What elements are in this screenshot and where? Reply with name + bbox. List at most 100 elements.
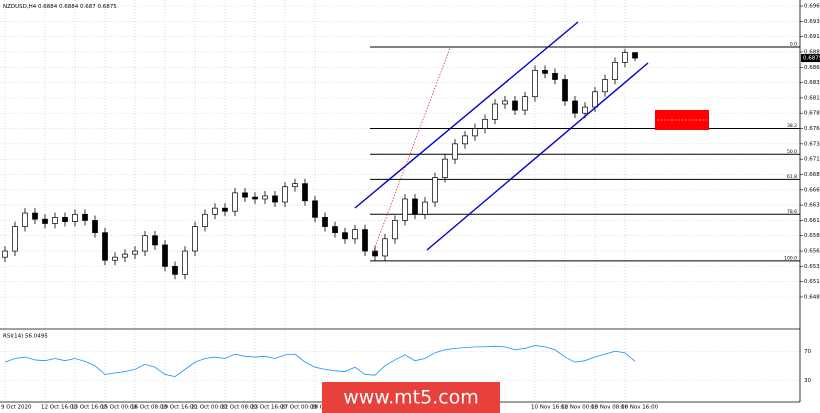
candle-body xyxy=(612,62,618,80)
y-tick-label: 0.6585 xyxy=(804,233,820,239)
candle-body xyxy=(272,195,278,203)
watermark-box xyxy=(322,382,500,413)
x-tick-label: 16 Oct 08:00 xyxy=(131,405,167,411)
candle-body xyxy=(22,212,28,227)
x-tick-label: 19 Oct 16:00 xyxy=(161,405,197,411)
candle-body xyxy=(132,250,138,255)
current-price-box xyxy=(801,54,820,63)
candle-body xyxy=(92,220,98,234)
candle-body xyxy=(552,73,558,80)
fib-label: 0.0 xyxy=(790,42,797,48)
y-tick-label: 0.6885 xyxy=(804,49,820,55)
x-tick-label: 12 Nov 00:00 xyxy=(561,405,599,411)
candle-body xyxy=(482,118,488,129)
x-tick-label: 12 Oct 16:00 xyxy=(41,405,77,411)
x-tick-label: 15 Oct 00:00 xyxy=(101,405,137,411)
candle-body xyxy=(542,69,548,74)
y-tick-label: 0.6685 xyxy=(804,172,820,178)
candle-body xyxy=(292,183,298,188)
symbol: NZDUSD,H4 xyxy=(3,4,37,10)
candle-body xyxy=(192,226,198,252)
ohlc-low: 0.687 xyxy=(80,4,96,10)
candle-body xyxy=(142,235,148,252)
fib-label: 38.2 xyxy=(787,123,797,129)
candle-body xyxy=(372,250,378,257)
candle-body xyxy=(282,186,288,203)
candle-body xyxy=(392,220,398,240)
channel-upper xyxy=(354,21,579,209)
candle-body xyxy=(442,158,448,178)
y-tick-label: 0.6535 xyxy=(804,264,820,270)
candle-body xyxy=(532,69,538,98)
rsi-title: RSI(14) 56.0495 xyxy=(3,334,48,340)
candle-body xyxy=(32,212,38,220)
ohlc-close: 0.6875 xyxy=(98,4,118,10)
candle-body xyxy=(632,52,638,59)
y-tick-label: 0.6485 xyxy=(804,295,820,301)
candle-body xyxy=(502,100,508,105)
candle-body xyxy=(112,256,118,261)
ohlc-open: 0.6884 xyxy=(38,4,58,10)
y-tick-label: 0.6785 xyxy=(804,111,820,117)
x-tick-label: 13 Oct 16:00 xyxy=(71,405,107,411)
rsi-line xyxy=(4,345,636,378)
candle-body xyxy=(432,177,438,203)
candle-body xyxy=(572,100,578,114)
y-tick-label: 30 xyxy=(804,378,811,384)
candle-body xyxy=(322,217,328,227)
y-tick-label: 0.6835 xyxy=(804,80,820,86)
candle-body xyxy=(402,198,408,221)
y-tick-label: 0.6635 xyxy=(804,203,820,209)
candle-body xyxy=(472,128,478,137)
x-tick-label: 27 Oct 00:00 xyxy=(281,405,317,411)
candle-body xyxy=(562,79,568,102)
chart-title: NZDUSD,H4 0.6884 0.6884 0.687 0.6875 xyxy=(3,4,117,10)
x-tick-label: 23 Oct 16:00 xyxy=(251,405,287,411)
x-tick-label: 13 Nov 08:00 xyxy=(591,405,629,411)
candle-body xyxy=(332,226,338,234)
candle-body xyxy=(122,253,128,258)
candle-body xyxy=(622,52,628,63)
x-tick-label: 22 Oct 08:00 xyxy=(221,405,257,411)
y-tick-label: 70 xyxy=(804,349,811,355)
x-tick-label: 16 Nov 16:00 xyxy=(621,405,659,411)
candle-body xyxy=(162,244,168,267)
candle-body xyxy=(342,232,348,240)
candle-body xyxy=(232,192,238,212)
candle-body xyxy=(12,226,18,252)
candle-body xyxy=(492,103,498,120)
candle-body xyxy=(252,196,258,200)
candle-body xyxy=(102,232,108,261)
candle-body xyxy=(82,213,88,221)
fib-label: 78.6 xyxy=(787,209,797,215)
candle-body xyxy=(262,195,268,200)
fib-trend-line xyxy=(371,47,451,256)
candle-body xyxy=(302,183,308,202)
candle-body xyxy=(522,96,528,111)
candle-body xyxy=(72,213,78,222)
candle-body xyxy=(152,235,158,246)
watermark: www.mt5.com xyxy=(322,382,500,413)
candle-body xyxy=(352,229,358,240)
candle-body xyxy=(512,100,518,111)
candle-body xyxy=(222,207,228,212)
y-tick-label: 0.6935 xyxy=(804,19,820,25)
candle-body xyxy=(582,106,588,114)
candle-body xyxy=(172,266,178,275)
candle-body xyxy=(452,143,458,160)
x-tick-label: 10 Nov 16:00 xyxy=(531,405,569,411)
candle-body xyxy=(42,218,48,224)
fib-label: 50.0 xyxy=(787,149,797,155)
candle-body xyxy=(422,201,428,215)
candle-body xyxy=(182,250,188,275)
candle-body xyxy=(52,217,58,224)
